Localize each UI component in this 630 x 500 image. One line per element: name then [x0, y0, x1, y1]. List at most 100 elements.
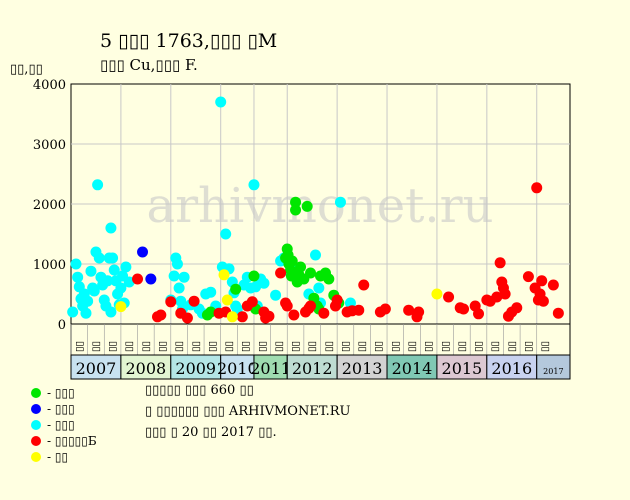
x-sublabel: ▯▯ [224, 341, 235, 352]
data-point [531, 182, 543, 194]
data-point [246, 296, 258, 308]
y-axis-unit-label: ▯▯,▯▯ [10, 62, 43, 77]
data-point [522, 271, 534, 283]
data-point [205, 306, 217, 318]
data-point [290, 204, 302, 216]
data-point [358, 279, 370, 291]
data-point [413, 306, 425, 318]
data-point [473, 308, 485, 320]
year-band [436, 354, 488, 380]
legend-label: - ▯▯▯ [47, 386, 75, 400]
data-point [155, 309, 167, 321]
data-point [92, 179, 104, 191]
data-point [115, 282, 127, 294]
legend-item: - ▯▯▯ [31, 386, 75, 400]
x-sublabel: ▯▯ [374, 341, 385, 352]
legend-item: - ▯▯▯ [31, 418, 75, 432]
data-point [547, 279, 559, 291]
data-point [188, 295, 200, 307]
data-point [230, 283, 242, 295]
x-sublabel: ▯▯ [540, 341, 551, 352]
data-point [499, 288, 511, 300]
data-point [67, 306, 79, 318]
y-tick-label: 4000 [33, 78, 66, 93]
year-band [220, 354, 255, 380]
data-point [145, 273, 157, 285]
data-point [93, 252, 105, 264]
data-point [248, 270, 260, 282]
data-point [105, 306, 117, 318]
year-label: 2015 [442, 359, 483, 378]
x-sublabel: ▯▯ [191, 341, 202, 352]
data-point [431, 288, 443, 300]
data-point [123, 276, 135, 288]
data-point [221, 294, 233, 306]
data-point [258, 277, 270, 289]
data-point [334, 196, 346, 208]
data-point [236, 311, 248, 323]
data-point [286, 255, 298, 267]
data-point [536, 275, 548, 287]
data-point [275, 267, 287, 279]
x-sublabel: ▯▯ [108, 341, 119, 352]
x-sublabel: ▯▯ [157, 341, 168, 352]
data-point [290, 196, 302, 208]
data-point [288, 309, 300, 321]
footer-note: ▯▯▯ ▯ 20 ▯▯ 2017 ▯▯. [145, 425, 277, 440]
x-sublabel: ▯▯ [257, 341, 268, 352]
data-point [82, 295, 94, 307]
legend-swatch [31, 420, 41, 430]
legend-swatch [31, 436, 41, 446]
data-point [248, 179, 260, 191]
data-point [107, 252, 119, 264]
year-label: 2010 [217, 359, 258, 378]
x-sublabel: ▯▯ [507, 341, 518, 352]
data-point [491, 291, 503, 303]
data-point [458, 303, 470, 315]
legend-item: - ▯▯▯ [31, 402, 75, 416]
data-point [305, 300, 317, 312]
chart-title: 5 ▯▯▯ 1763,▯▯▯ ▯M [100, 30, 278, 52]
data-point [270, 289, 282, 301]
data-point [108, 264, 120, 276]
x-sublabel: ▯▯ [74, 341, 85, 352]
legend-swatch [31, 404, 41, 414]
data-point [323, 273, 335, 285]
legend-label: - ▯▯▯ [47, 402, 75, 416]
x-sublabel: ▯▯ [91, 341, 102, 352]
x-sublabel: ▯▯ [407, 341, 418, 352]
x-sublabel: ▯▯ [390, 341, 401, 352]
data-point [318, 307, 330, 319]
x-sublabel: ▯▯ [523, 341, 534, 352]
x-sublabel: ▯▯ [357, 341, 368, 352]
data-point [494, 257, 506, 269]
data-point [88, 285, 100, 297]
data-point [120, 261, 132, 273]
data-point [295, 261, 307, 273]
y-tick-label: 3000 [33, 138, 66, 153]
x-sublabel: ▯▯ [124, 341, 135, 352]
legend-item: - ▯▯ [31, 450, 68, 464]
year-band [536, 354, 571, 380]
data-point [245, 282, 257, 294]
data-point [443, 291, 455, 303]
chart-subtitle: ▯▯▯ Cu,▯▯▯ F. [100, 56, 198, 74]
data-point [165, 296, 177, 308]
year-label: 2009 [175, 359, 216, 378]
data-point [173, 282, 185, 294]
year-label: 2008 [125, 359, 166, 378]
year-label: 2011 [250, 359, 291, 378]
legend-swatch [31, 388, 41, 398]
data-point [220, 228, 232, 240]
y-tick-label: 2000 [33, 198, 66, 213]
data-point [511, 302, 523, 314]
data-point [85, 265, 97, 277]
data-point [115, 301, 127, 313]
data-point [181, 312, 193, 324]
x-sublabel: ▯▯ [241, 341, 252, 352]
data-point [305, 267, 317, 279]
x-sublabel: ▯▯ [440, 341, 451, 352]
year-label: 2013 [342, 359, 383, 378]
data-point [72, 271, 84, 283]
year-band [70, 354, 122, 380]
